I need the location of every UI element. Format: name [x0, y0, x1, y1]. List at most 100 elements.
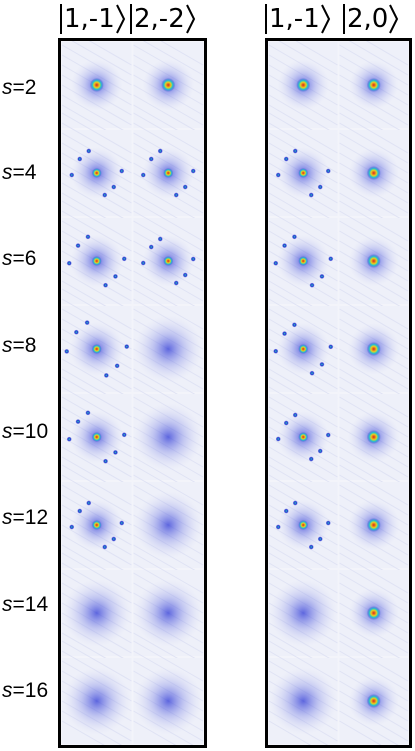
central-peak: [366, 78, 381, 92]
central-peak: [298, 168, 309, 178]
diffraction-order-dot: [275, 524, 281, 530]
ket-angle: [115, 4, 126, 34]
image-cell: [268, 464, 338, 586]
central-peak: [89, 78, 104, 92]
central-peak: [296, 78, 311, 92]
diffraction-order-dot: [283, 508, 289, 514]
image-cell: [268, 640, 338, 745]
image-cell: [339, 41, 409, 146]
central-peak: [298, 520, 309, 530]
central-peak: [161, 78, 176, 92]
row-label-s2: s =2: [2, 75, 57, 101]
image-cell: [61, 41, 132, 146]
ket-bar: [130, 4, 132, 34]
diffraction-order-dot: [64, 348, 70, 354]
central-peak: [91, 432, 102, 442]
row-label-s12: s =12: [2, 505, 57, 531]
diffraction-order-dot: [157, 148, 163, 154]
row-label-value: =8: [12, 334, 37, 357]
diffraction-order-dot: [69, 172, 75, 178]
diffraction-order-dot: [157, 236, 163, 242]
ket-bar: [265, 4, 267, 34]
row-label-var: s: [2, 334, 13, 357]
diffraction-order-dot: [148, 244, 154, 250]
row-label-value: =12: [12, 506, 49, 529]
diffraction-order-dot: [292, 412, 298, 418]
ket-angle: [389, 4, 399, 34]
row-label-s4: s =4: [2, 160, 57, 186]
central-peak: [366, 342, 381, 356]
row-label-var: s: [2, 506, 13, 529]
diffraction-order-dot: [319, 361, 325, 367]
diffraction-order-dot: [119, 168, 125, 174]
image-cell: [339, 288, 409, 410]
diffraction-order-dot: [325, 168, 331, 174]
image-cell: [268, 112, 338, 234]
row-label-s8: s =8: [2, 333, 57, 359]
diffraction-order-dot: [317, 536, 323, 542]
central-peak: [366, 606, 381, 620]
central-peak: [298, 256, 309, 266]
image-grid-right: [268, 41, 409, 745]
diffraction-order-dot: [111, 184, 117, 190]
image-cell: [339, 552, 409, 674]
ket-bar: [343, 4, 345, 34]
diffraction-order-dot: [308, 456, 314, 462]
header-right-col2: 2,0: [343, 2, 399, 36]
diffraction-order-dot: [308, 192, 314, 198]
diffraction-order-dot: [275, 436, 281, 442]
diffraction-order-dot: [121, 432, 127, 438]
diffraction-order-dot: [102, 544, 108, 550]
diffraction-order-dot: [140, 260, 146, 266]
row-label-value: =6: [12, 247, 37, 270]
cloud-haze: [134, 579, 203, 647]
diffraction-order-dot: [111, 536, 117, 542]
central-peak: [366, 254, 381, 268]
image-cell: [339, 112, 409, 234]
diffraction-order-dot: [121, 256, 127, 262]
image-cell: [268, 41, 338, 146]
diffraction-order-dot: [75, 419, 81, 425]
diffraction-order-dot: [319, 273, 325, 279]
image-cell: [268, 288, 338, 410]
diffraction-order-dot: [309, 282, 315, 288]
image-cell: [133, 41, 204, 146]
row-label-var: s: [2, 679, 13, 702]
panel-left-images: [58, 38, 207, 748]
diffraction-order-dot: [325, 520, 331, 526]
row-label-s14: s =14: [2, 592, 57, 618]
ket-bar: [60, 4, 62, 34]
row-label-value: =4: [12, 161, 37, 184]
diffraction-order-dot: [281, 331, 288, 337]
row-label-var: s: [2, 76, 13, 99]
cloud-haze: [134, 667, 203, 735]
ket-label: 2,-2: [134, 4, 185, 34]
row-label-s6: s =6: [2, 246, 57, 272]
diffraction-order-dot: [75, 243, 81, 249]
diffraction-order-dot: [283, 420, 289, 426]
diffraction-order-dot: [103, 372, 109, 378]
image-cell: [268, 552, 338, 674]
diffraction-order-dot: [309, 370, 315, 376]
diffraction-order-dot: [148, 156, 154, 162]
row-label-value: =16: [12, 679, 49, 702]
image-cell: [133, 288, 204, 410]
central-peak: [366, 430, 381, 444]
diffraction-order-dot: [84, 320, 90, 326]
diffraction-order-dot: [77, 508, 83, 514]
diffraction-order-dot: [173, 280, 179, 286]
row-label-var: s: [2, 593, 13, 616]
ket-label: 1,-1: [64, 4, 115, 34]
image-cell: [133, 552, 204, 674]
diffraction-order-dot: [292, 500, 298, 506]
ket-label: 1,-1: [269, 4, 320, 34]
cloud-haze: [62, 667, 131, 735]
cloud-haze: [62, 579, 131, 647]
central-peak: [366, 518, 381, 532]
row-label-var: s: [2, 161, 13, 184]
diffraction-order-dot: [173, 192, 179, 198]
image-cell: [61, 200, 132, 322]
row-label-value: =10: [12, 420, 49, 443]
diffraction-order-dot: [291, 322, 298, 328]
diffraction-order-dot: [102, 192, 108, 198]
